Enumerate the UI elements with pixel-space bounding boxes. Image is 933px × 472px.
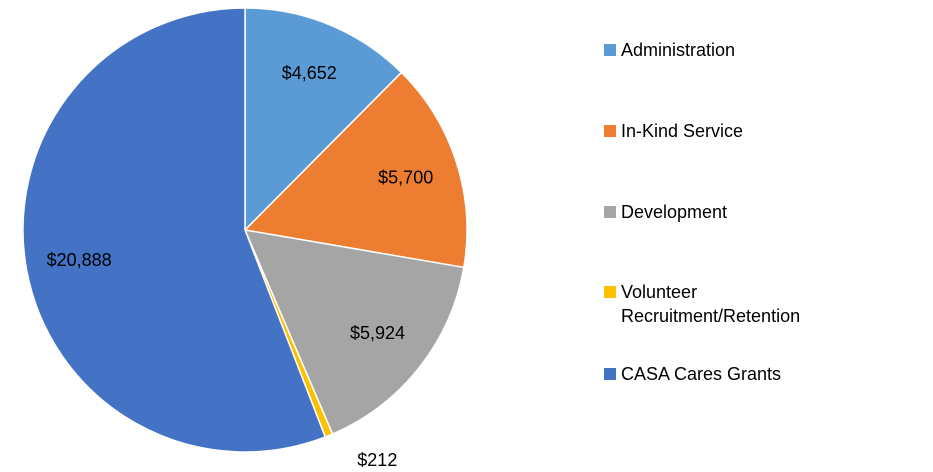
legend-label: Volunteer Recruitment/Retention (621, 282, 801, 326)
data-label: $5,700 (378, 167, 433, 187)
legend-swatch (604, 125, 616, 137)
legend-swatch (604, 286, 616, 298)
legend-item: In-Kind Service (604, 119, 804, 143)
pie-slice (244, 7, 403, 232)
legend-item: Volunteer Recruitment/Retention (604, 280, 804, 328)
data-label: $20,888 (47, 250, 112, 270)
legend-label: CASA Cares Grants (621, 364, 782, 384)
pie-slice (243, 229, 465, 435)
data-label: $4,652 (282, 63, 337, 83)
legend-label: In-Kind Service (621, 121, 744, 141)
legend-item: Administration (604, 38, 804, 62)
legend-swatch (604, 44, 616, 56)
legend-item: Development (604, 200, 804, 224)
legend-item: CASA Cares Grants (604, 362, 804, 386)
legend-swatch (604, 368, 616, 380)
data-label: $5,924 (350, 323, 405, 343)
legend-label: Administration (621, 40, 736, 60)
pie-slice (22, 7, 327, 453)
data-label: $212 (357, 450, 397, 470)
legend-label: Development (621, 202, 728, 222)
pie-slice (243, 71, 468, 269)
legend-swatch (604, 206, 616, 218)
